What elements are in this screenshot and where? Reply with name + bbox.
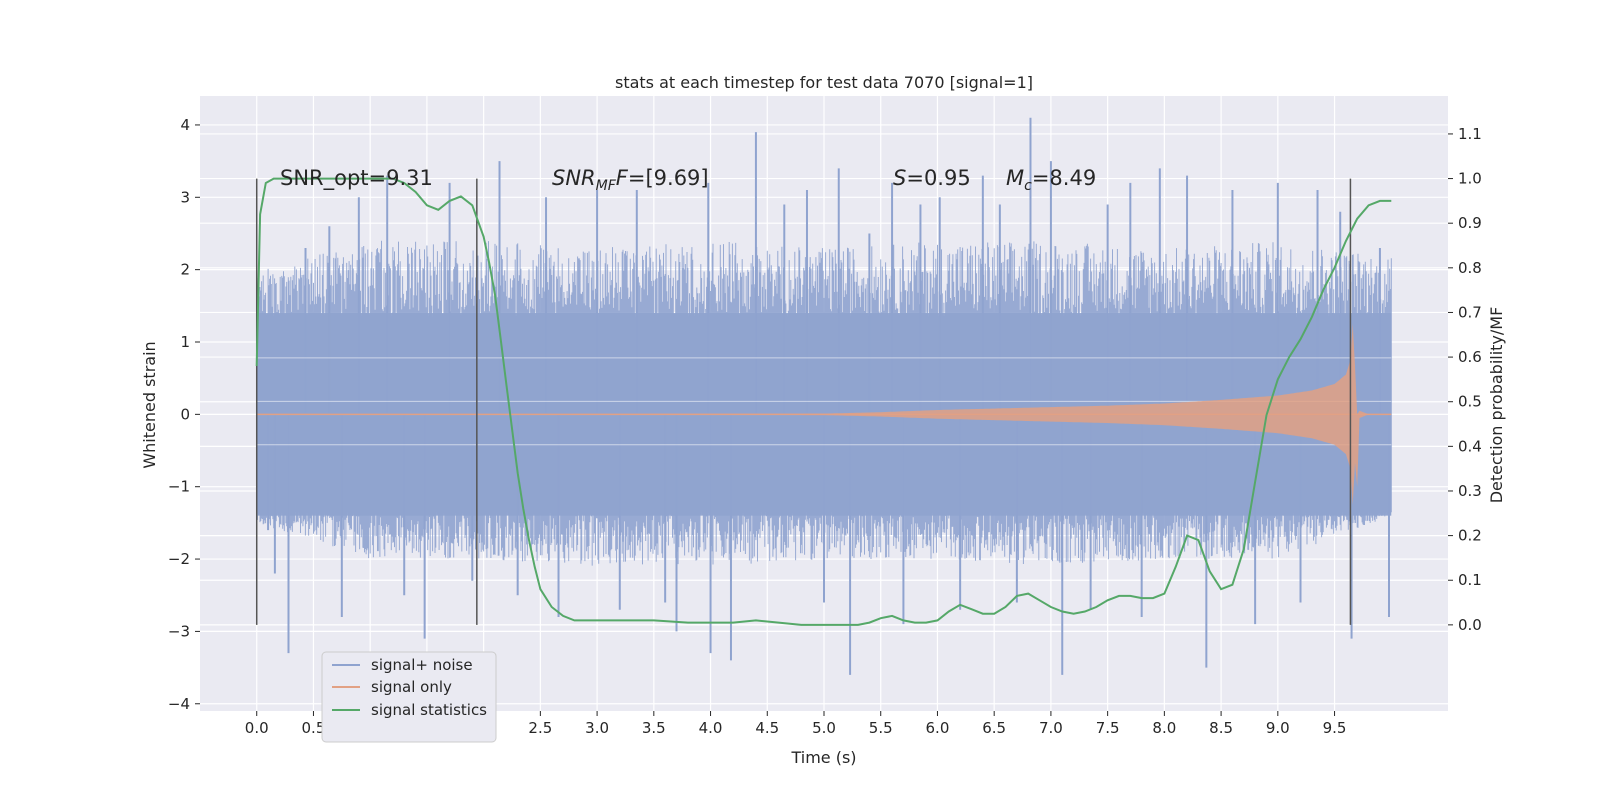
x-tick-label: 4.0 <box>699 719 723 737</box>
chart-title: stats at each timestep for test data 707… <box>615 73 1033 92</box>
snr-opt-annotation: SNR_opt=9.31 <box>280 166 433 191</box>
legend: signal+ noise signal only signal statist… <box>321 651 497 743</box>
x-tick-label: 0.5 <box>302 719 326 737</box>
mc-label: M <box>1006 166 1024 190</box>
mc-annotation: Mc=8.49 <box>1006 166 1096 194</box>
snr-mf-subscript: MF <box>596 178 617 194</box>
y-tick-label: 2 <box>180 261 190 279</box>
legend-label-signal: signal only <box>371 678 452 696</box>
y2-tick-label: 0.9 <box>1458 214 1482 232</box>
y2-tick-label: 0.6 <box>1458 348 1482 366</box>
y2-tick-label: 0.3 <box>1458 482 1482 500</box>
x-tick-label: 8.5 <box>1209 719 1233 737</box>
x-axis-label: Time (s) <box>790 748 856 767</box>
signal-only-series <box>256 323 1392 505</box>
x-tick-label: 2.5 <box>528 719 552 737</box>
snr-mf-label: SNR <box>552 166 596 190</box>
y-tick-label: 0 <box>180 405 190 423</box>
snr-mf-italic: F <box>616 166 629 190</box>
y-tick-label: 3 <box>180 188 190 206</box>
s-value: =0.95 <box>906 166 970 190</box>
x-tick-label: 9.5 <box>1323 719 1347 737</box>
y2-tick-label: 0.4 <box>1458 437 1482 455</box>
y-tick-label: −4 <box>168 695 190 713</box>
x-tick-label: 6.5 <box>982 719 1006 737</box>
y2-tick-label: 0.8 <box>1458 259 1482 277</box>
x-tick-label: 4.5 <box>755 719 779 737</box>
y-tick-label: 4 <box>180 116 190 134</box>
s-annotation: S=0.95 <box>893 166 971 190</box>
mc-value: =8.49 <box>1032 166 1096 190</box>
snr-mf-value: =[9.69] <box>628 166 709 190</box>
legend-label-stats: signal statistics <box>371 701 487 719</box>
x-tick-label: 5.0 <box>812 719 836 737</box>
x-tick-label: 7.0 <box>1039 719 1063 737</box>
y-tick-label: 1 <box>180 333 190 351</box>
x-tick-label: 0.0 <box>245 719 269 737</box>
y2-tick-label: 0.1 <box>1458 571 1482 589</box>
y2-tick-label: 1.0 <box>1458 170 1482 188</box>
x-tick-label: 8.0 <box>1152 719 1176 737</box>
y-axis-label: Whitened strain <box>140 341 159 468</box>
stats-line <box>255 177 1392 626</box>
mc-subscript: c <box>1024 178 1032 194</box>
x-tick-label: 6.0 <box>926 719 950 737</box>
legend-label-noise: signal+ noise <box>371 656 473 674</box>
signal-statistics-series <box>255 177 1392 626</box>
legend-box <box>321 651 497 743</box>
x-tick-label: 7.5 <box>1096 719 1120 737</box>
y2-axis-label: Detection probability/MF <box>1487 307 1506 504</box>
x-tick-label: 3.0 <box>585 719 609 737</box>
y2-tick-label: 1.1 <box>1458 125 1482 143</box>
y2-tick-label: 0.5 <box>1458 393 1482 411</box>
vertical-markers <box>255 178 1352 625</box>
s-label: S <box>893 166 906 190</box>
y-tick-label: −1 <box>168 478 190 496</box>
y2-axis-ticks: 1.1 1.0 0.9 0.8 0.7 0.6 0.5 0.4 0.3 0.2 0.1 0.0 <box>1448 125 1482 634</box>
y2-tick-label: 0.0 <box>1458 616 1482 634</box>
y-tick-label: −3 <box>168 622 190 640</box>
y2-tick-label: 0.7 <box>1458 303 1482 321</box>
snr-mf-annotation: SNRMFF=[9.69] <box>552 166 709 194</box>
y-tick-label: −2 <box>168 550 190 568</box>
y-axis-ticks: 4 3 2 1 0 −1 −2 −3 −4 <box>168 116 200 713</box>
x-tick-label: 5.5 <box>869 719 893 737</box>
y2-tick-label: 0.2 <box>1458 527 1482 545</box>
x-tick-label: 9.0 <box>1266 719 1290 737</box>
x-tick-label: 3.5 <box>642 719 666 737</box>
